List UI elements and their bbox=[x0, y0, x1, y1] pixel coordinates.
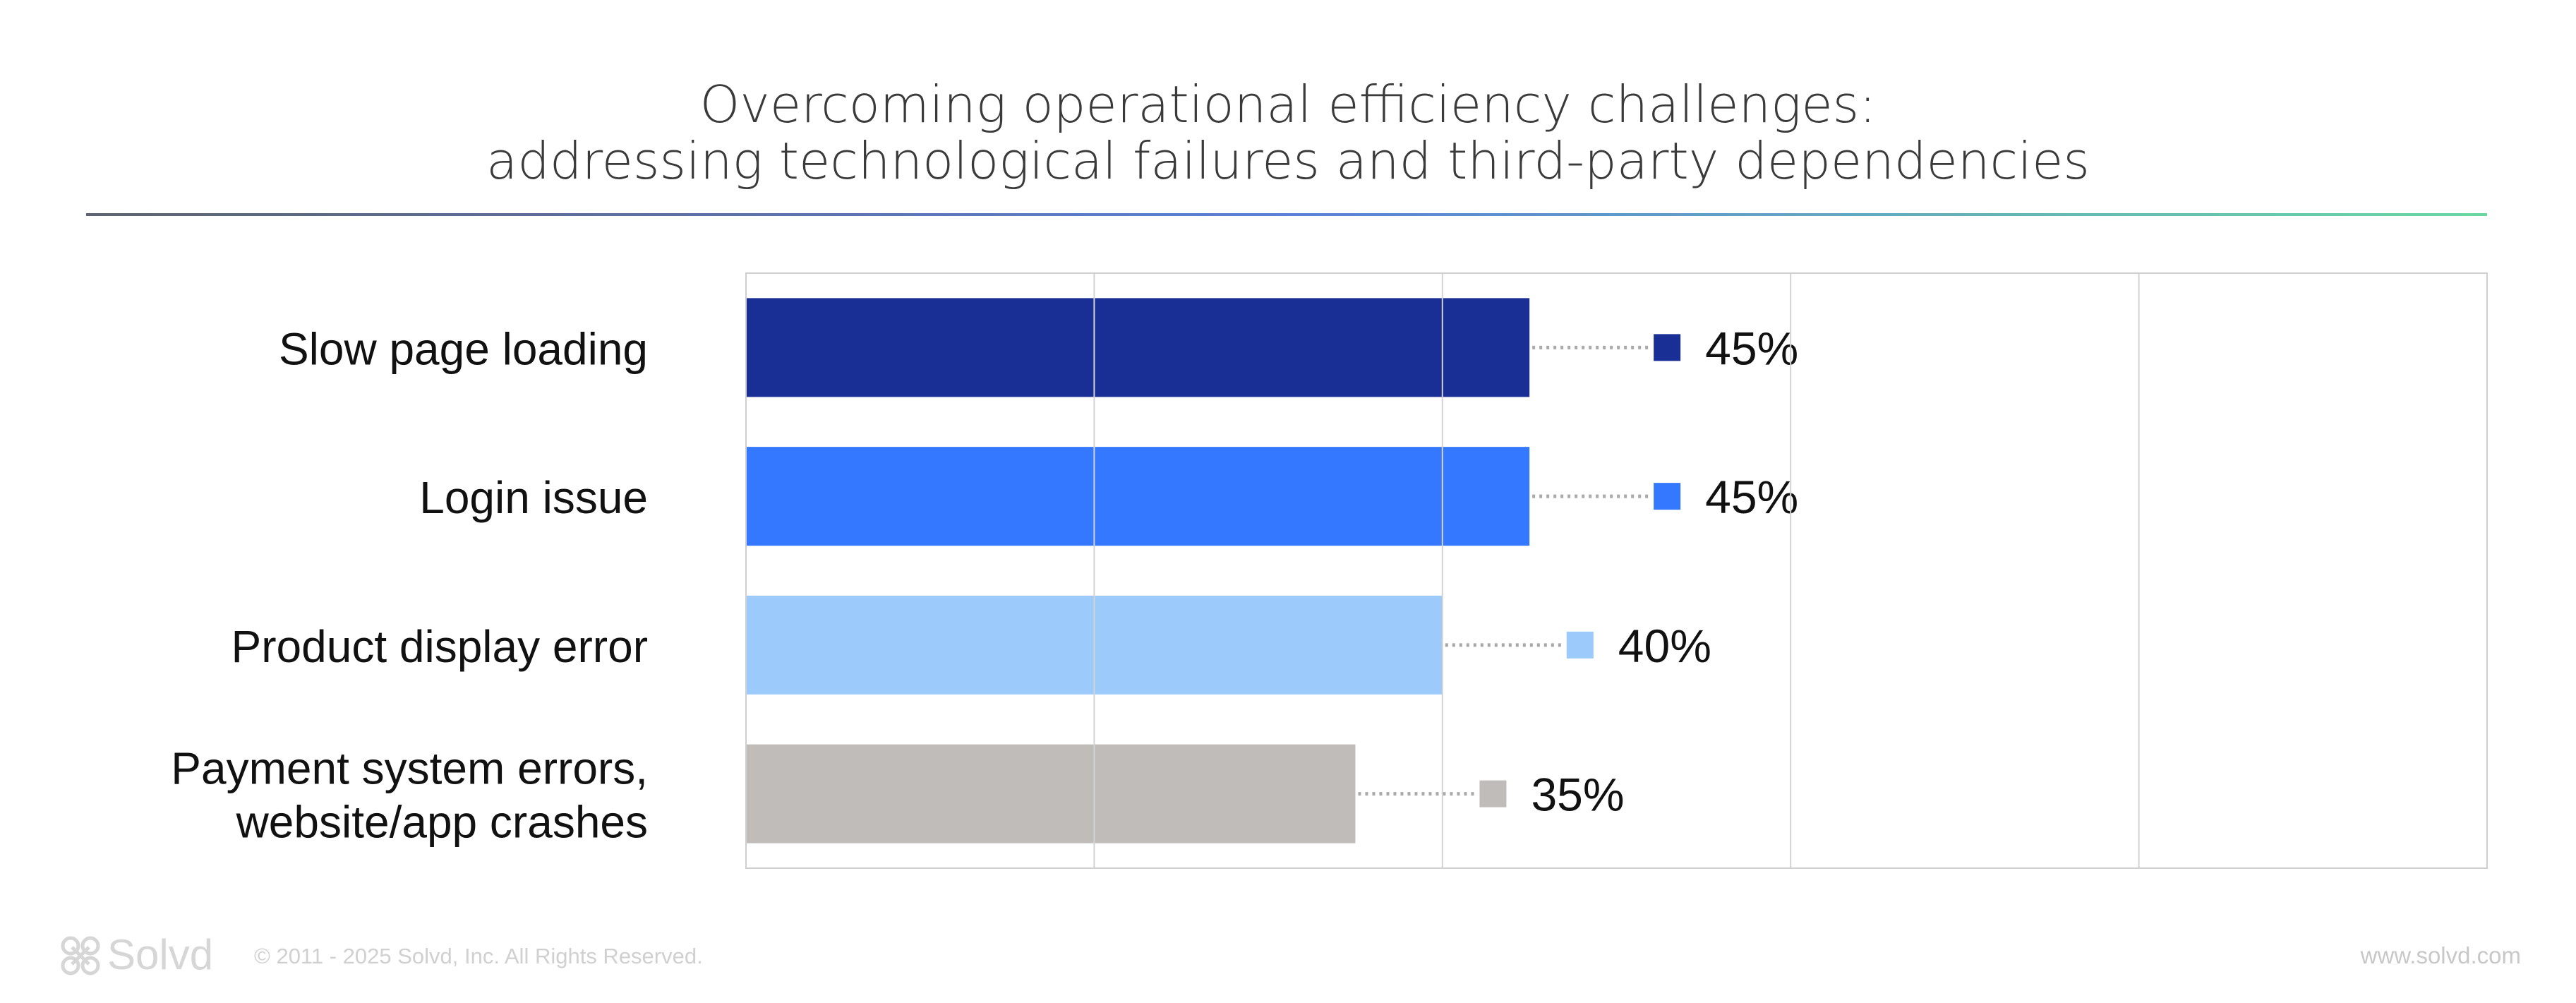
legend-marker bbox=[1654, 483, 1681, 510]
legend-marker bbox=[1566, 631, 1594, 659]
legend-marker bbox=[1479, 780, 1507, 807]
title-divider bbox=[86, 213, 2487, 216]
category-label: Slow page loading bbox=[279, 323, 648, 374]
solvd-logo-icon bbox=[61, 936, 100, 975]
bar bbox=[746, 744, 1356, 843]
category-label: Product display error bbox=[231, 621, 648, 672]
legend-marker bbox=[1654, 334, 1681, 361]
brand-name: Solvd bbox=[107, 931, 213, 978]
plot-border bbox=[745, 272, 2488, 869]
category-label: website/app crashes bbox=[236, 797, 648, 848]
data-label: 35% bbox=[1531, 769, 1624, 821]
category-label: Payment system errors, bbox=[171, 743, 648, 794]
footer-url[interactable]: www.solvd.com bbox=[2360, 942, 2521, 968]
data-label: 40% bbox=[1618, 620, 1711, 672]
category-labels: Slow page loading Login issue Product disp… bbox=[171, 323, 648, 847]
bar bbox=[746, 298, 1530, 397]
bar bbox=[746, 447, 1530, 546]
bars: 45% 45% 40% 35% bbox=[746, 298, 1798, 843]
plot-frame bbox=[745, 272, 2488, 869]
chart-title: Overcoming operational efficiency challe… bbox=[700, 75, 1877, 134]
copyright-text: © 2011 - 2025 Solvd, Inc. All Rights Res… bbox=[254, 944, 703, 968]
data-label: 45% bbox=[1705, 471, 1798, 523]
category-label: Login issue bbox=[419, 472, 648, 523]
chart-subtitle: addressing technological failures and th… bbox=[486, 131, 2090, 191]
data-label: 45% bbox=[1705, 322, 1798, 374]
